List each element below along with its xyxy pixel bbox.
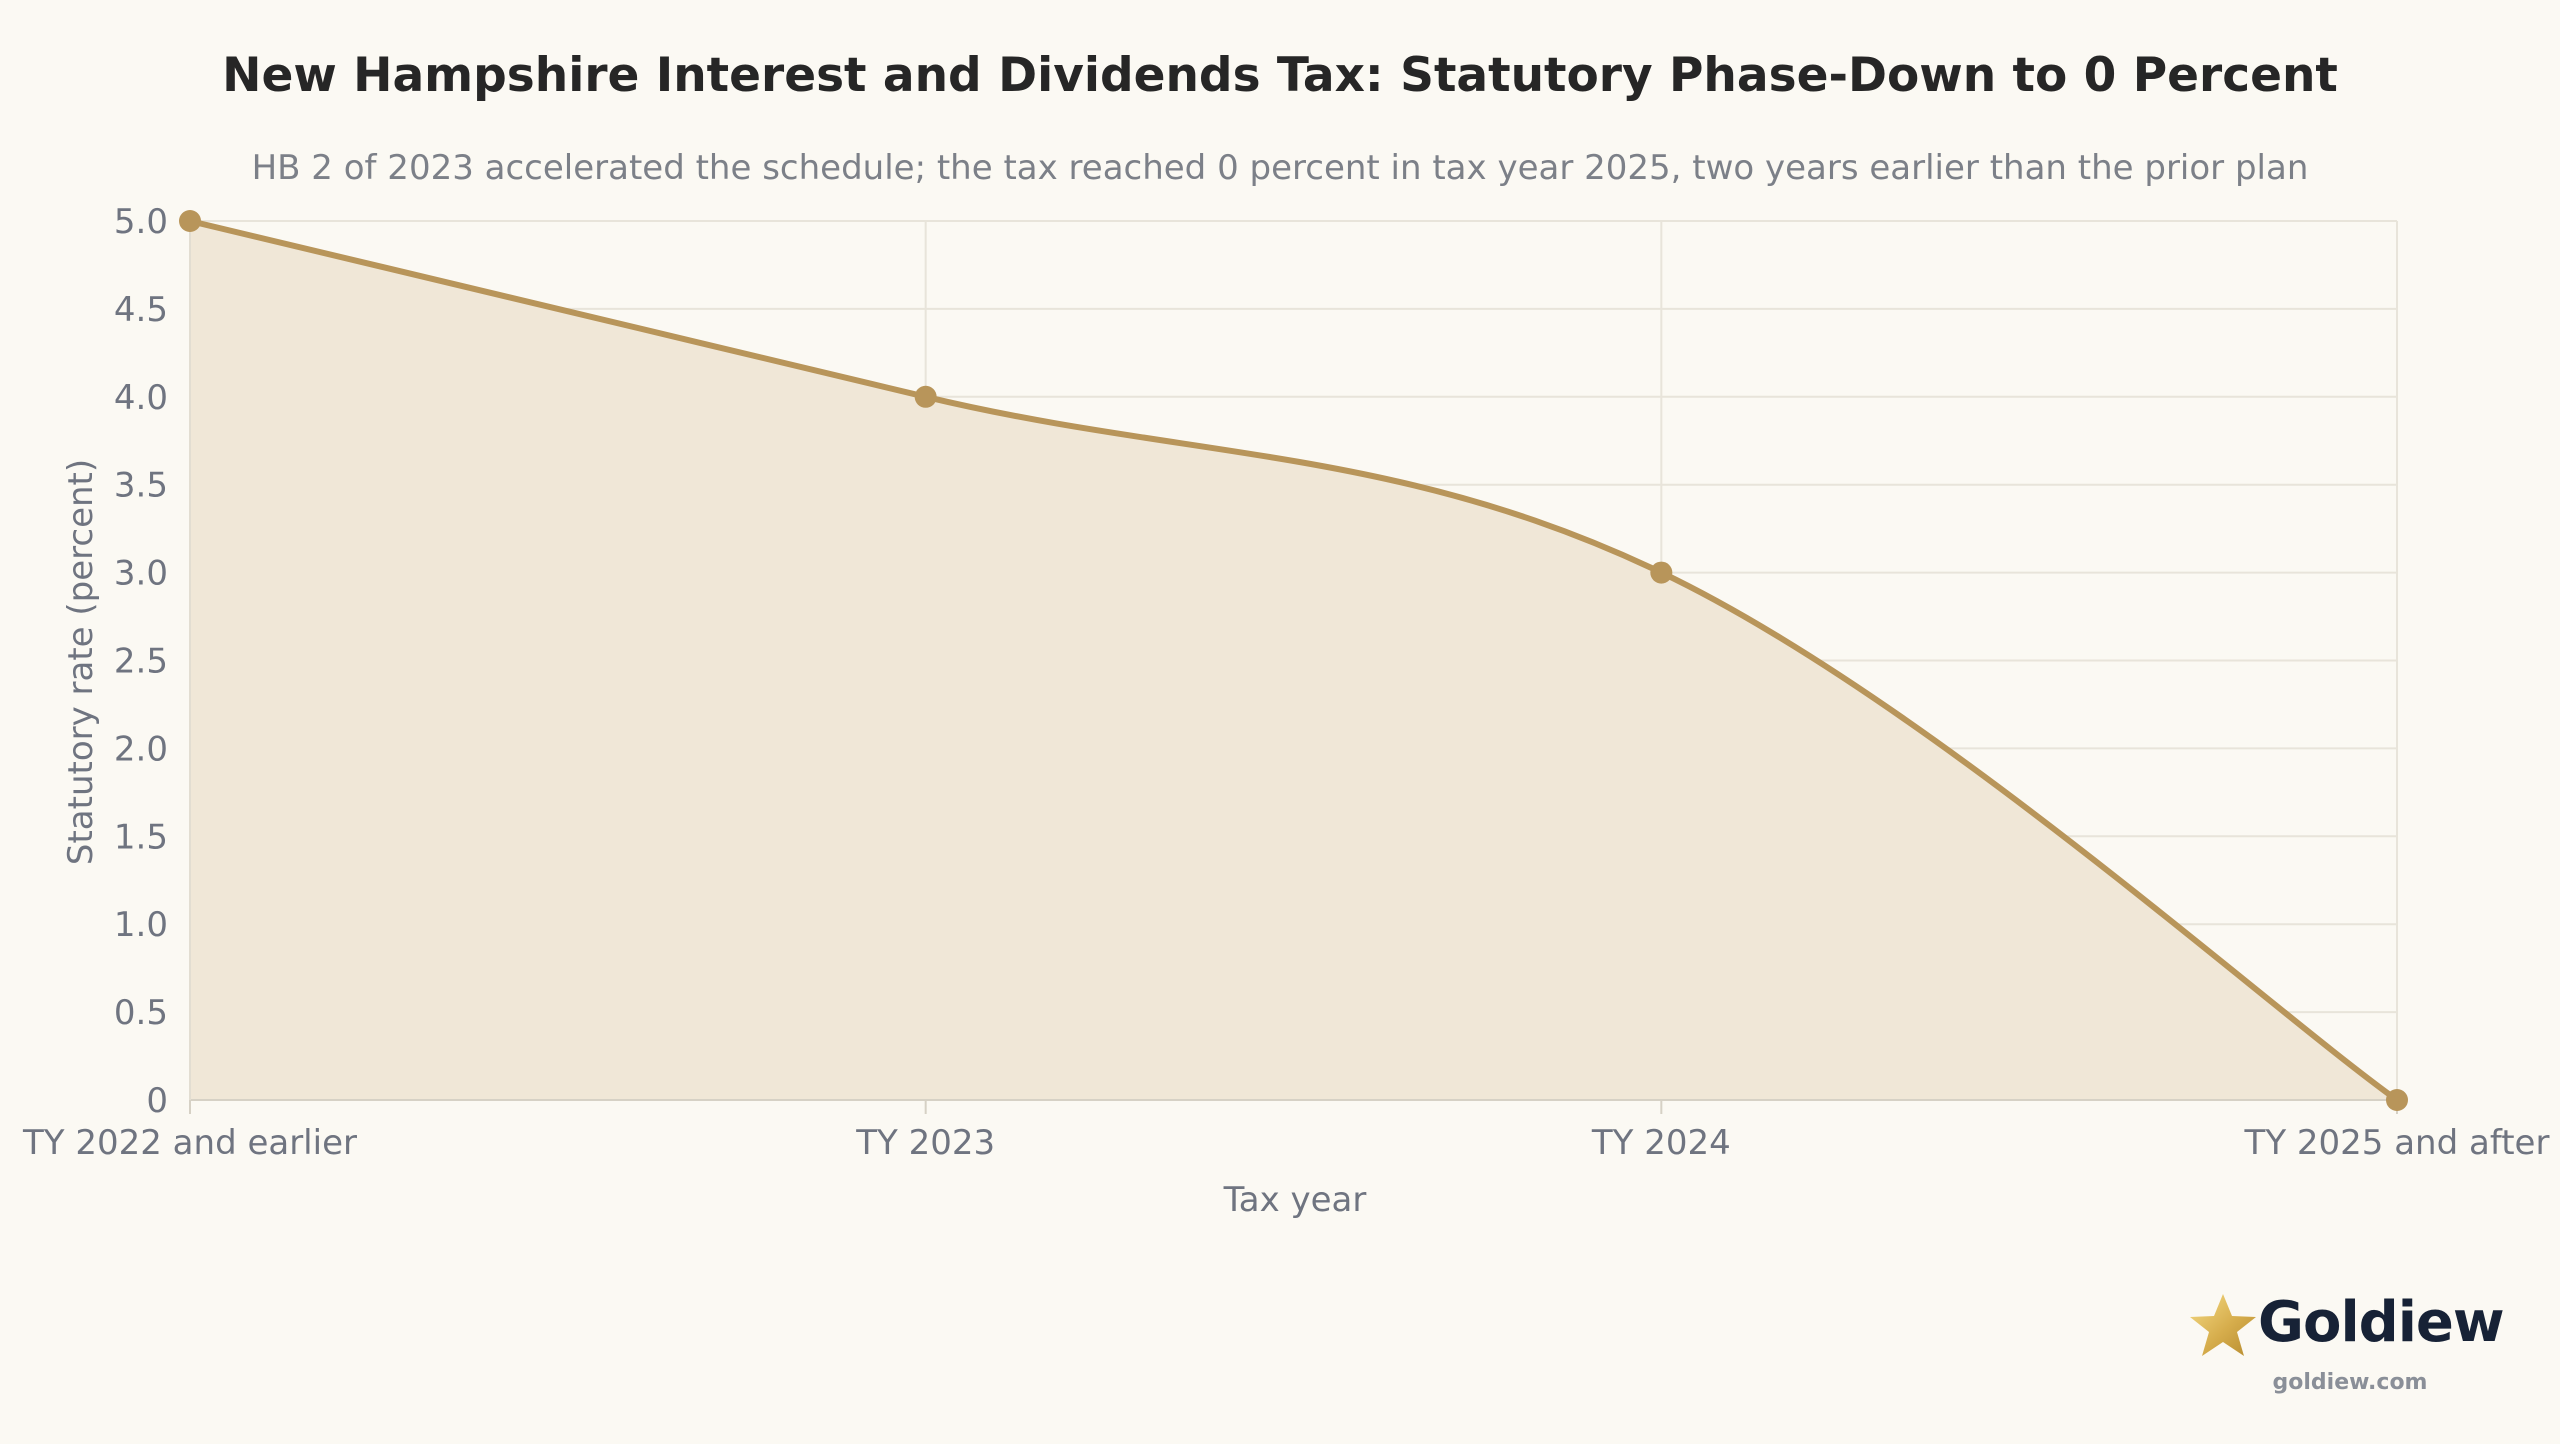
y-tick-labels: 0 0.5 1.0 1.5 2.0 2.5 3.0 3.5 4.0 4.5 5.0 [114,202,168,1121]
y-axis-title: Statutory rate (percent) [61,459,101,865]
brand-name: Goldiew [2258,1290,2505,1355]
x-tick-label: TY 2023 [855,1123,995,1163]
y-tick-label: 2.5 [114,642,168,682]
x-tick-label: TY 2022 and earlier [22,1123,357,1163]
x-axis-title: Tax year [1223,1180,1367,1220]
brand-url: goldiew.com [2272,1370,2428,1395]
y-tick-label: 3.0 [114,554,168,594]
y-tick-label: 1.0 [114,905,168,945]
chart-title: New Hampshire Interest and Dividends Tax… [222,48,2338,103]
brand-logo: Goldiew goldiew.com [2180,1290,2510,1410]
y-tick-label: 3.5 [114,466,168,506]
y-tick-label: 4.5 [114,290,168,330]
series-line [187,218,2400,1103]
y-tick-label: 2.0 [114,729,168,769]
x-tick-labels: TY 2022 and earlier TY 2023 TY 2024 TY 2025… [22,1123,2549,1163]
y-tick-label: 4.0 [114,378,168,418]
area-fill [190,221,2397,1100]
chart-subtitle: HB 2 of 2023 accelerated the schedule; t… [251,148,2309,188]
chart-axes [189,221,2398,1114]
data-points [179,210,2408,1111]
data-point [914,385,937,408]
y-tick-label: 5.0 [114,202,168,242]
data-point [179,210,201,232]
star-icon [2190,1294,2256,1356]
x-tick-label: TY 2024 [1591,1123,1731,1163]
y-tick-label: 1.5 [114,817,168,857]
y-tick-label: 0.5 [114,993,168,1033]
x-tick-label: TY 2025 and after [2244,1123,2550,1163]
y-tick-label: 0 [146,1081,168,1121]
data-point [1650,561,1673,584]
data-point [2386,1089,2408,1111]
